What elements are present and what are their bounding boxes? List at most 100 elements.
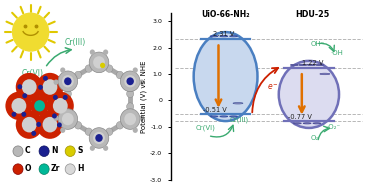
Circle shape xyxy=(58,109,78,129)
Ellipse shape xyxy=(279,61,339,128)
Circle shape xyxy=(5,92,32,120)
Circle shape xyxy=(21,112,26,117)
Circle shape xyxy=(116,122,123,129)
Circle shape xyxy=(230,116,237,117)
Circle shape xyxy=(36,73,63,101)
Text: Zr: Zr xyxy=(51,164,60,173)
Text: H: H xyxy=(77,164,84,173)
Circle shape xyxy=(53,95,58,100)
Circle shape xyxy=(294,123,301,124)
Text: ·O₂⁻: ·O₂⁻ xyxy=(327,124,341,130)
Circle shape xyxy=(30,96,49,116)
Circle shape xyxy=(64,90,71,98)
Circle shape xyxy=(124,113,136,125)
Circle shape xyxy=(52,113,57,119)
Circle shape xyxy=(75,122,82,129)
Circle shape xyxy=(106,128,113,136)
Circle shape xyxy=(120,71,140,91)
Circle shape xyxy=(126,77,134,85)
Text: Cr(III): Cr(III) xyxy=(65,38,86,47)
Text: -0.77 V: -0.77 V xyxy=(288,114,312,120)
Circle shape xyxy=(93,56,105,69)
Circle shape xyxy=(58,71,78,91)
Text: -0.51 V: -0.51 V xyxy=(202,107,226,113)
Circle shape xyxy=(64,103,71,110)
Circle shape xyxy=(210,36,218,37)
Circle shape xyxy=(85,128,92,136)
Circle shape xyxy=(90,145,95,151)
Circle shape xyxy=(65,164,75,174)
Circle shape xyxy=(39,146,49,156)
Text: O: O xyxy=(25,164,32,173)
Circle shape xyxy=(22,79,37,95)
Circle shape xyxy=(124,75,136,88)
Circle shape xyxy=(13,13,49,51)
Circle shape xyxy=(32,131,36,136)
Circle shape xyxy=(220,36,228,37)
Circle shape xyxy=(60,127,65,133)
Circle shape xyxy=(127,90,134,98)
Circle shape xyxy=(42,117,57,132)
Text: 1.22 V: 1.22 V xyxy=(302,60,323,66)
Circle shape xyxy=(13,146,23,156)
Circle shape xyxy=(210,116,218,117)
Text: N: N xyxy=(51,146,57,155)
Text: S: S xyxy=(77,146,82,155)
Circle shape xyxy=(103,50,108,55)
Circle shape xyxy=(230,36,237,37)
Circle shape xyxy=(64,77,72,85)
Text: HDU-25: HDU-25 xyxy=(296,10,330,19)
Circle shape xyxy=(63,95,68,100)
Circle shape xyxy=(103,145,108,151)
Circle shape xyxy=(57,122,62,127)
Circle shape xyxy=(116,71,123,79)
Text: UiO-66-NH₂: UiO-66-NH₂ xyxy=(201,10,250,19)
Text: 2.31 V: 2.31 V xyxy=(213,31,234,37)
Circle shape xyxy=(53,98,68,114)
Circle shape xyxy=(316,64,324,66)
Circle shape xyxy=(62,113,74,125)
Text: OH⁻: OH⁻ xyxy=(310,41,325,47)
Circle shape xyxy=(291,64,298,66)
Circle shape xyxy=(100,63,105,68)
Circle shape xyxy=(90,50,95,55)
Circle shape xyxy=(13,164,23,174)
Circle shape xyxy=(303,123,311,124)
Text: Cr(VI): Cr(VI) xyxy=(22,69,44,78)
Text: Cr(III): Cr(III) xyxy=(229,117,248,123)
Circle shape xyxy=(75,71,82,79)
Circle shape xyxy=(299,64,307,66)
Circle shape xyxy=(95,134,103,142)
Circle shape xyxy=(54,80,59,85)
Circle shape xyxy=(12,112,16,117)
Circle shape xyxy=(43,76,48,81)
Circle shape xyxy=(16,73,43,101)
Circle shape xyxy=(38,85,43,90)
Circle shape xyxy=(85,65,92,72)
Circle shape xyxy=(313,123,321,124)
Circle shape xyxy=(220,116,228,117)
Circle shape xyxy=(320,73,330,75)
Circle shape xyxy=(139,80,144,85)
Circle shape xyxy=(133,67,138,73)
Circle shape xyxy=(22,117,37,132)
Circle shape xyxy=(62,75,74,88)
Circle shape xyxy=(16,111,43,139)
Circle shape xyxy=(22,93,27,98)
Circle shape xyxy=(106,65,113,72)
Text: ·OH: ·OH xyxy=(330,50,343,57)
Circle shape xyxy=(139,115,144,121)
Circle shape xyxy=(233,102,243,104)
Circle shape xyxy=(36,111,63,139)
Circle shape xyxy=(17,84,22,89)
Circle shape xyxy=(308,64,315,66)
Text: O₂: O₂ xyxy=(310,135,319,141)
Circle shape xyxy=(54,115,59,121)
Text: e$^-$: e$^-$ xyxy=(267,83,279,92)
Circle shape xyxy=(47,92,74,120)
Circle shape xyxy=(42,79,57,95)
Circle shape xyxy=(65,146,75,156)
Circle shape xyxy=(36,122,41,127)
Circle shape xyxy=(12,98,26,114)
Circle shape xyxy=(89,52,109,73)
